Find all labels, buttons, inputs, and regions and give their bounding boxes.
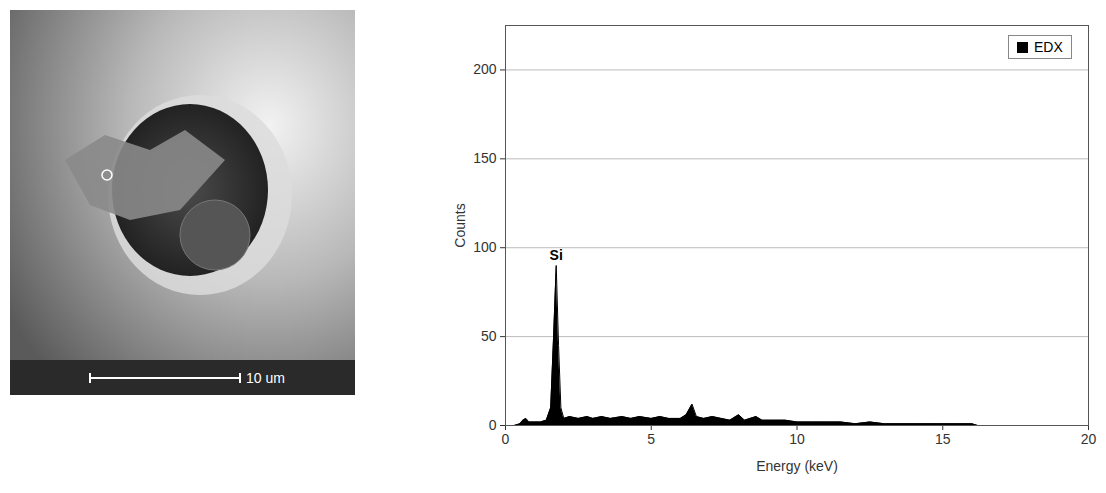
svg-text:15: 15 [935,431,951,447]
svg-text:150: 150 [473,150,497,166]
svg-text:Counts: Counts [452,203,468,247]
html-text:EDX: EDX [1034,39,1063,55]
svg-text:10 um: 10 um [246,370,285,386]
svg-text:Energy (keV): Energy (keV) [756,458,838,474]
svg-text:100: 100 [473,239,497,255]
svg-text:5: 5 [647,431,655,447]
svg-text:200: 200 [473,61,497,77]
svg-text:10: 10 [789,431,805,447]
svg-text:50: 50 [481,328,497,344]
svg-text:20: 20 [1081,431,1097,447]
svg-text:0: 0 [489,417,497,433]
svg-text:Si: Si [550,247,563,263]
svg-text:0: 0 [502,431,510,447]
